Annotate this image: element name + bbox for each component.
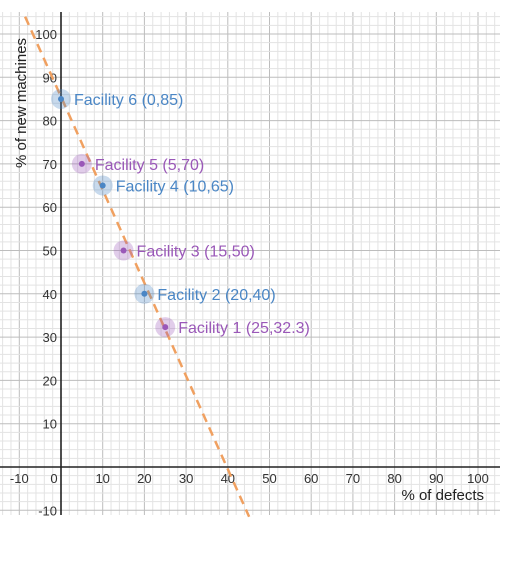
x-tick-label: 80 — [387, 471, 401, 486]
data-point[interactable] — [162, 324, 169, 331]
x-tick-label: 90 — [429, 471, 443, 486]
data-points: Facility 6 (0,85) Facility 5 (5,70) Facili… — [51, 88, 310, 338]
x-tick-label: 30 — [179, 471, 193, 486]
y-tick-label: -10 — [38, 503, 57, 518]
x-tick-label: 50 — [262, 471, 276, 486]
axis-titles: % of defects % of new machines — [13, 38, 484, 504]
y-tick-label: 20 — [43, 373, 57, 388]
y-tick-label: 70 — [43, 157, 57, 172]
x-tick-label: 60 — [304, 471, 318, 486]
data-point[interactable] — [99, 182, 106, 189]
y-tick-label: 10 — [43, 417, 57, 432]
y-axis-title: % of new machines — [13, 38, 30, 168]
x-tick-label: 0 — [50, 471, 57, 486]
x-tick-label: 10 — [95, 471, 109, 486]
y-tick-label: 60 — [43, 200, 57, 215]
data-point[interactable] — [58, 95, 64, 102]
x-tick-label: 100 — [467, 471, 489, 486]
x-axis-title: % of defects — [401, 487, 484, 504]
data-point-group: Facility 3 (15,50) — [113, 240, 255, 261]
y-tick-label: 100 — [35, 27, 57, 42]
x-tick-label: 40 — [221, 471, 235, 486]
data-point-group: Facility 4 (10,65) — [92, 175, 234, 196]
data-point-group: Facility 5 (5,70) — [71, 153, 204, 174]
data-point[interactable] — [141, 290, 148, 297]
x-tick-label: 20 — [137, 471, 151, 486]
tick-labels: -10 0 10 20 30 40 50 60 70 80 90 100 -10 10 20 30 40 50 60… — [10, 27, 489, 518]
data-point-group: Facility 1 (25,32.3) — [155, 317, 310, 338]
data-point-label: Facility 2 (20,40) — [157, 287, 275, 304]
y-tick-label: 30 — [43, 330, 57, 345]
axes — [0, 12, 500, 515]
data-point-group: Facility 2 (20,40) — [134, 283, 276, 304]
y-tick-label: 90 — [43, 70, 57, 85]
data-point[interactable] — [78, 160, 85, 167]
data-point-label: Facility 6 (0,85) — [74, 92, 183, 109]
data-point-group: Facility 6 (0,85) — [51, 88, 183, 109]
y-tick-label: 80 — [43, 114, 57, 129]
y-tick-label: 50 — [43, 244, 57, 259]
grid — [0, 12, 500, 515]
data-point-label: Facility 5 (5,70) — [95, 157, 204, 174]
data-point[interactable] — [120, 247, 127, 254]
y-tick-label: 40 — [43, 287, 57, 302]
x-tick-label: -10 — [10, 471, 29, 486]
data-point-label: Facility 1 (25,32.3) — [178, 320, 310, 337]
x-tick-label: 70 — [346, 471, 360, 486]
data-point-label: Facility 4 (10,65) — [116, 179, 234, 196]
data-point-label: Facility 3 (15,50) — [137, 244, 255, 261]
